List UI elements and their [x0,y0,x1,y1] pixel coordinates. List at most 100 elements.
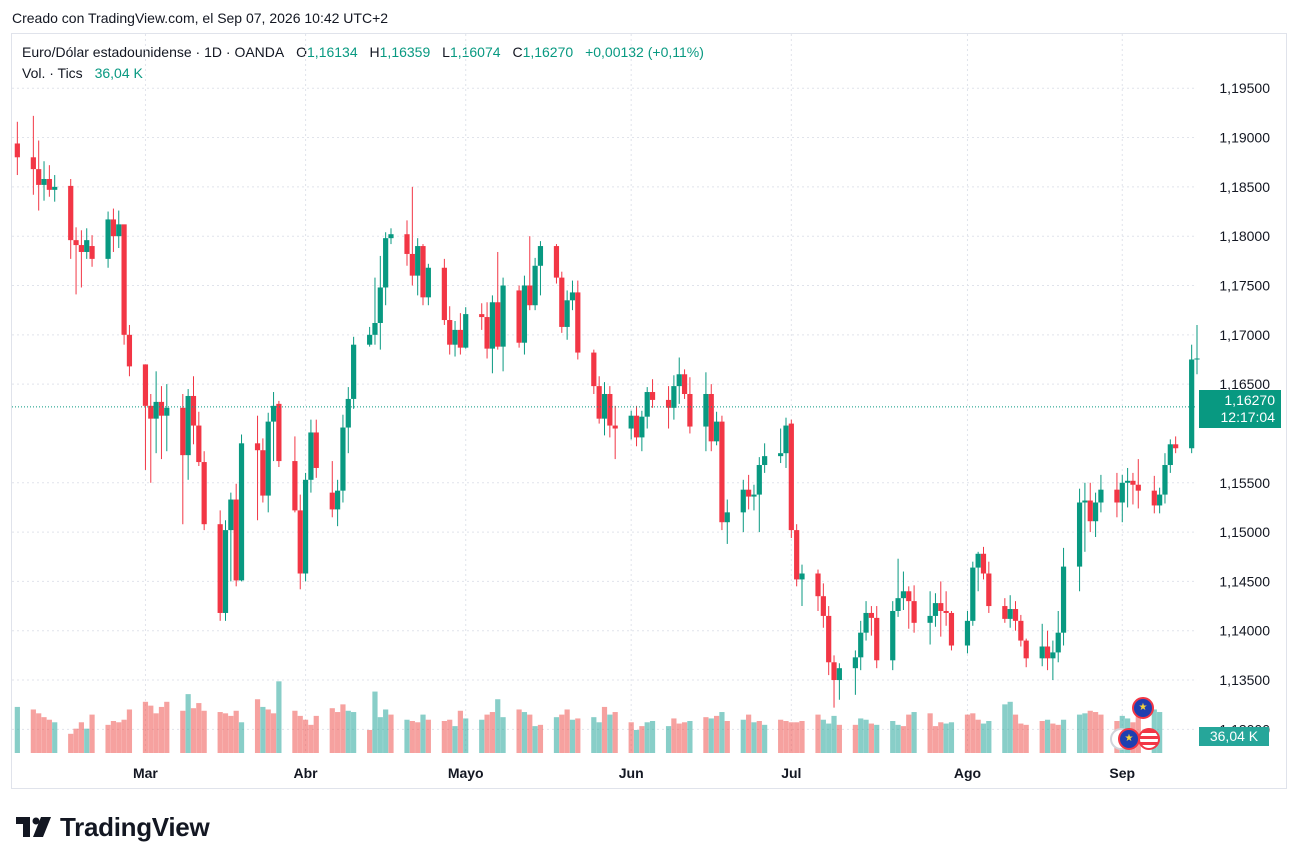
volume-bar [52,722,58,753]
candle-body [927,615,933,623]
candle-body [345,398,351,428]
volume-bar [1018,723,1024,753]
price-tick-label: 1,19000 [1219,130,1270,146]
volume-bar [1092,712,1099,753]
volume-bar [1050,723,1056,753]
volume-bar [980,723,987,753]
candle-body [308,432,314,480]
candle-body [724,512,730,523]
volume-bar [1044,719,1051,753]
candle-body [665,399,672,408]
candle-body [276,403,282,462]
volume-bar [126,709,133,753]
volume-bar [110,721,117,753]
close-label: C [512,44,523,60]
volume-bar [222,713,229,753]
volume-bar [1039,721,1045,753]
change-value: +0,00132 (+0,11%) [585,44,704,60]
candle-body [788,423,794,531]
low-value: 1,16074 [449,44,501,60]
eu-event-icon[interactable]: ★ [1132,697,1154,719]
volume-bar [708,718,714,753]
volume-bar [447,719,453,753]
volume-bar [639,726,645,753]
candle-body [1167,444,1173,466]
volume-bar [799,721,805,753]
candle-body [1012,609,1019,621]
candle-body [479,314,485,318]
volume-bar [740,719,746,753]
candle-body [335,490,341,510]
time-tick-label: Jun [619,765,644,781]
candle-body [863,612,869,633]
volume-tag: 36,04 K [1199,727,1269,746]
candle-body [329,492,335,510]
volume-bar [1055,724,1061,753]
volume-bar [649,721,656,753]
volume-bar [479,719,485,753]
candle-body [708,394,714,442]
volume-bar [1012,714,1019,753]
candle-body [116,224,122,237]
tradingview-logo-text: TradingView [60,811,210,842]
volume-bar [671,718,677,753]
candle-body [575,292,581,353]
chart-frame [11,33,1287,789]
volume-bar [121,719,127,753]
candle-body [831,662,837,681]
time-tick-label: Abr [294,765,319,781]
candle-body [1157,494,1163,506]
candle-body [233,499,239,581]
last-price-value: 1,16270 [1224,392,1275,408]
candle-body [644,392,650,417]
volume-bar [313,715,319,753]
volume-bar [826,723,832,753]
price-tick-label: 1,19500 [1219,80,1270,96]
candle-body [628,415,634,429]
volume-bar [628,722,634,753]
price-axis[interactable]: 1,19500 1,19000 1,18500 1,18000 1,17500 1,170… [1219,80,1270,737]
candle-body [1119,482,1125,503]
candle-body [671,386,677,408]
volume-bar [601,706,608,753]
volume-label[interactable]: Vol. · Tics [22,65,83,81]
time-axis[interactable]: Mar Abr Mayo Jun Jul Ago Sep [133,765,1135,781]
candle-body [1092,502,1099,522]
volume-bar [297,715,303,753]
candle-body [516,290,522,343]
candle-body [559,277,565,327]
candle-body [222,530,229,613]
symbol-label[interactable]: Euro/Dólar estadounidense · 1D · OANDA [22,44,285,60]
candle-body [41,178,47,185]
eu-event-icon[interactable]: ★ [1118,728,1140,750]
volume-bar [292,710,298,753]
candle-body [1082,500,1088,503]
volume-bar [265,709,271,753]
volume-bar [116,722,122,753]
candle-body [164,407,170,416]
tradingview-logo[interactable]: TradingView [16,810,210,844]
candle-body [372,322,378,335]
volume-bar [564,709,570,753]
volume-bar [756,721,762,753]
us-event-icon[interactable] [1138,728,1160,750]
candle-body [970,567,976,621]
volume-bar [762,724,768,753]
price-tick-label: 1,18000 [1219,228,1270,244]
volume-bar [964,714,971,753]
volume-bar [73,728,79,753]
candle-body [425,267,431,298]
candle-body [415,246,421,276]
volume-bar [148,705,154,753]
candle-body [110,219,117,237]
volume-bar [260,706,266,753]
candle-body [1189,359,1195,449]
candle-body [537,246,544,266]
volume-bar [233,710,239,753]
open-value: 1,16134 [307,44,358,60]
volume-bar [970,713,976,753]
volume-bar [633,729,640,753]
volume-bar [596,722,602,753]
candle-body [484,317,490,349]
